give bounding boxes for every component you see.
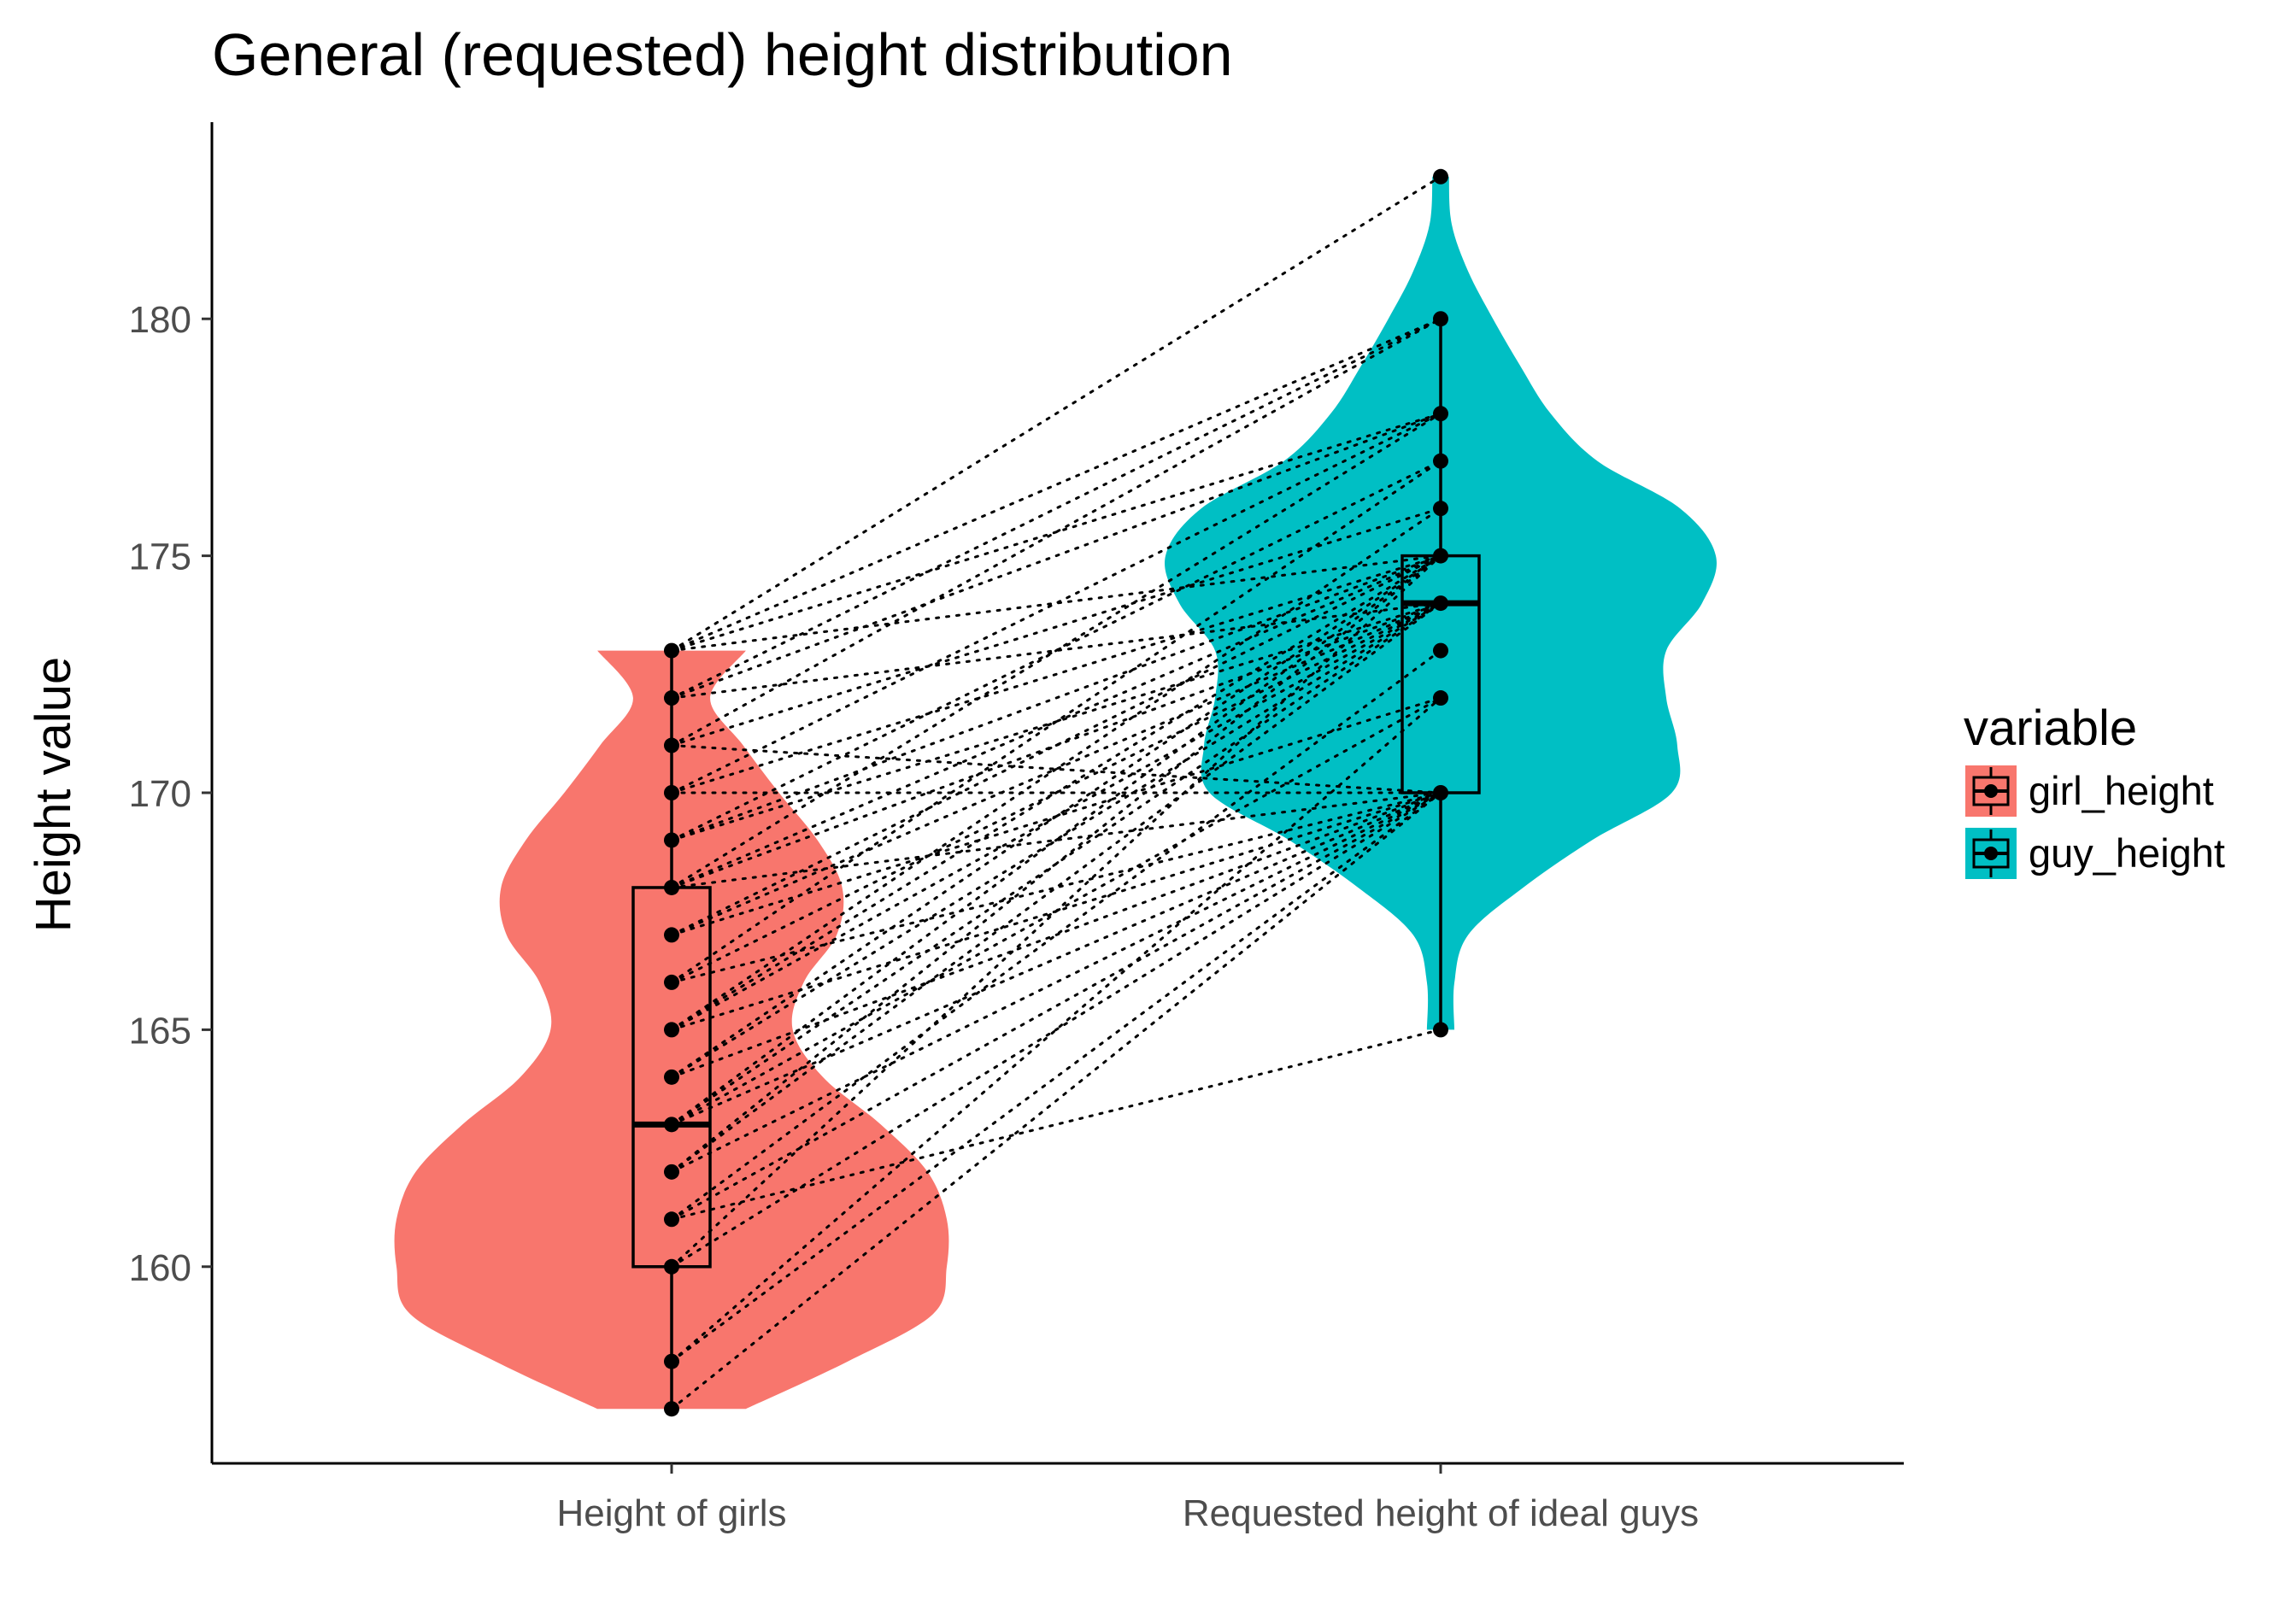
- pair-line: [670, 791, 1442, 889]
- legend-label: girl_height: [2029, 768, 2214, 813]
- legend-item-girl_height: girl_height: [1965, 765, 2214, 817]
- legend-item-guy_height: guy_height: [1965, 828, 2225, 879]
- pair-line: [670, 460, 1442, 841]
- pair-line: [670, 412, 1442, 889]
- points-guy_height: [1433, 168, 1448, 1038]
- pair-line: [670, 507, 1442, 1031]
- pair-line: [670, 554, 1442, 889]
- legend-label: guy_height: [2029, 830, 2225, 876]
- data-point: [664, 1401, 679, 1417]
- axes: 160 165 170 175 180 Height of girls Requested …: [129, 122, 1904, 1534]
- pair-line: [670, 412, 1442, 700]
- y-tick-label: 175: [129, 536, 191, 578]
- pair-line: [670, 1028, 1442, 1221]
- pair-line: [670, 554, 1442, 841]
- points-girl_height: [664, 642, 679, 1417]
- plot-area: [394, 168, 1717, 1417]
- data-point: [664, 879, 679, 895]
- pair-line: [670, 601, 1442, 700]
- data-point: [664, 785, 679, 800]
- data-point: [1433, 453, 1448, 469]
- pair-line: [670, 412, 1442, 653]
- data-point: [664, 1211, 679, 1228]
- pair-line: [670, 601, 1442, 1079]
- data-point: [664, 1258, 679, 1275]
- pair-line: [670, 601, 1442, 1126]
- legend-title: variable: [1964, 700, 2137, 756]
- pair-line: [670, 317, 1442, 700]
- data-point: [664, 690, 679, 706]
- pair-line: [670, 601, 1442, 936]
- pair-line: [670, 554, 1442, 936]
- pair-lines: [670, 175, 1442, 1410]
- pair-line: [670, 554, 1442, 794]
- data-point: [664, 832, 679, 848]
- y-tick-label: 170: [129, 773, 191, 815]
- pair-line: [670, 696, 1442, 936]
- pair-line: [670, 317, 1442, 653]
- data-point: [664, 974, 679, 990]
- pair-line: [670, 791, 1442, 1079]
- y-tick-label: 160: [129, 1247, 191, 1289]
- pair-line: [670, 791, 1442, 1221]
- data-point: [1433, 501, 1448, 517]
- data-point: [664, 737, 679, 753]
- y-tick-label: 165: [129, 1010, 191, 1052]
- pair-line: [670, 791, 1442, 1031]
- y-axis-label: Height value: [26, 657, 81, 932]
- data-point: [664, 1164, 679, 1180]
- pair-line: [670, 791, 1442, 1410]
- pair-line: [670, 554, 1442, 653]
- pair-line: [670, 791, 1442, 1174]
- data-point: [1433, 548, 1448, 564]
- data-point: [1433, 595, 1448, 612]
- pair-line: [670, 601, 1442, 841]
- data-point: [1433, 406, 1448, 422]
- data-point: [664, 1022, 679, 1038]
- y-tick-label: 180: [129, 299, 191, 341]
- data-point: [664, 927, 679, 943]
- legend-key-point: [1984, 847, 1998, 860]
- data-point: [1433, 168, 1448, 185]
- pair-line: [670, 791, 1442, 1126]
- legend-key-point: [1984, 784, 1998, 798]
- pair-line: [670, 601, 1442, 889]
- pair-line: [670, 554, 1442, 1031]
- data-point: [1433, 785, 1448, 800]
- pair-line: [670, 412, 1442, 794]
- legend: variable girl_height guy_height: [1964, 700, 2225, 879]
- chart-title: General (requested) height distribution: [212, 21, 1233, 88]
- data-point: [664, 1069, 679, 1085]
- data-point: [1433, 1022, 1448, 1038]
- data-point: [1433, 690, 1448, 706]
- legend-items: girl_height guy_height: [1965, 765, 2225, 879]
- data-point: [1433, 311, 1448, 327]
- pair-line: [670, 175, 1442, 653]
- data-point: [664, 1117, 679, 1133]
- data-point: [1433, 642, 1448, 659]
- data-point: [664, 1353, 679, 1369]
- pair-line: [670, 791, 1442, 1269]
- data-point: [664, 642, 679, 659]
- pair-line: [670, 507, 1442, 747]
- pair-line: [670, 791, 1442, 984]
- x-tick-label: Requested height of ideal guys: [1183, 1492, 1699, 1534]
- pair-line: [670, 601, 1442, 984]
- x-tick-label: Height of girls: [556, 1492, 786, 1534]
